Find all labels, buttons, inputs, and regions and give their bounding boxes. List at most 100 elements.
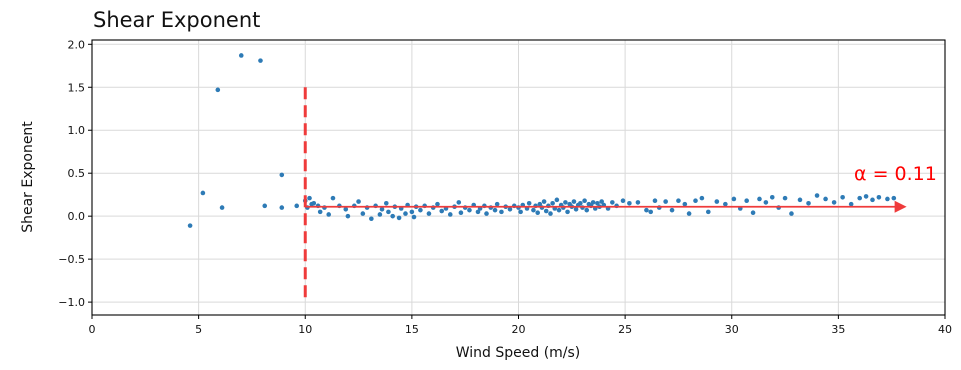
data-point xyxy=(763,200,769,205)
data-point xyxy=(863,194,869,199)
x-axis: 0 5 10 15 20 25 30 35 40 xyxy=(89,315,952,336)
data-point xyxy=(627,200,632,206)
data-point xyxy=(518,209,523,215)
data-point xyxy=(262,203,268,209)
data-point xyxy=(731,196,737,202)
data-point xyxy=(806,200,811,206)
data-point xyxy=(789,211,794,216)
data-point xyxy=(652,198,658,204)
data-point xyxy=(215,87,221,93)
data-point xyxy=(714,199,720,204)
x-tick-label: 5 xyxy=(195,323,202,336)
data-point xyxy=(663,199,668,204)
data-point xyxy=(317,209,323,215)
data-point xyxy=(565,209,570,215)
y-tick-label: −0.5 xyxy=(58,253,85,266)
data-point xyxy=(891,195,897,201)
data-point xyxy=(390,213,395,219)
data-point xyxy=(494,201,500,207)
data-point xyxy=(550,200,555,206)
x-tick-label: 20 xyxy=(512,323,526,336)
data-point xyxy=(876,194,882,200)
data-point xyxy=(330,195,336,201)
y-axis-label: Shear Exponent xyxy=(20,121,36,233)
data-point xyxy=(556,207,562,213)
data-point xyxy=(467,207,472,213)
alpha-annotation: α = 0.11 xyxy=(854,163,937,185)
data-point xyxy=(620,198,626,204)
data-point xyxy=(238,53,244,58)
data-points xyxy=(187,53,897,228)
data-point xyxy=(757,196,762,202)
data-point xyxy=(840,194,845,200)
data-point xyxy=(769,194,775,200)
data-point xyxy=(484,211,489,216)
data-point xyxy=(386,209,391,215)
x-tick-label: 30 xyxy=(725,323,739,336)
data-point xyxy=(744,198,749,204)
x-tick-label: 0 xyxy=(89,323,96,336)
data-point xyxy=(669,207,675,213)
data-point xyxy=(507,206,513,212)
x-tick-label: 25 xyxy=(618,323,632,336)
data-point xyxy=(396,215,402,221)
data-point xyxy=(563,200,568,205)
chart-title: Shear Exponent xyxy=(93,8,260,32)
data-point xyxy=(814,193,820,198)
data-point xyxy=(554,197,560,203)
y-tick-label: 1.5 xyxy=(68,81,86,94)
data-point xyxy=(797,197,803,203)
data-point xyxy=(537,201,543,207)
data-point xyxy=(258,58,263,63)
y-axis: 2.0 1.5 1.0 0.5 0.0 −0.5 −1.0 xyxy=(58,38,92,309)
data-point xyxy=(573,206,579,212)
data-point xyxy=(369,216,374,222)
x-tick-label: 35 xyxy=(831,323,845,336)
data-point xyxy=(723,201,728,207)
data-point xyxy=(187,223,193,228)
x-tick-label: 15 xyxy=(405,323,419,336)
data-point xyxy=(345,213,351,219)
data-point xyxy=(584,207,590,213)
data-point xyxy=(686,211,692,216)
y-tick-label: 0.5 xyxy=(68,167,86,180)
grid xyxy=(91,40,946,315)
data-point xyxy=(705,209,711,215)
fit-arrow-head xyxy=(894,200,907,213)
data-point xyxy=(582,198,587,204)
data-point xyxy=(870,197,875,203)
data-point xyxy=(635,200,641,205)
data-point xyxy=(578,200,583,206)
data-point xyxy=(356,199,361,204)
data-point xyxy=(311,200,317,206)
data-point xyxy=(750,210,756,216)
data-point xyxy=(343,206,349,212)
data-point xyxy=(403,211,408,216)
y-tick-label: 2.0 xyxy=(68,38,86,51)
data-point xyxy=(458,210,464,216)
data-point xyxy=(307,195,312,201)
data-point xyxy=(200,190,206,196)
y-tick-label: 0.0 xyxy=(68,210,86,223)
data-point xyxy=(360,211,366,216)
data-point xyxy=(377,212,383,217)
data-point xyxy=(409,209,415,215)
data-point xyxy=(885,196,890,202)
data-point xyxy=(857,195,862,201)
data-point xyxy=(447,212,453,217)
data-point xyxy=(571,199,577,204)
data-point xyxy=(823,196,828,202)
data-point xyxy=(294,203,300,209)
data-point xyxy=(475,209,481,215)
data-point xyxy=(548,211,553,216)
data-point xyxy=(418,207,423,213)
x-tick-label: 10 xyxy=(298,323,312,336)
data-point xyxy=(379,206,385,212)
data-point xyxy=(848,201,854,207)
data-point xyxy=(699,195,705,201)
data-point xyxy=(610,200,615,205)
data-point xyxy=(831,200,837,205)
x-axis-label: Wind Speed (m/s) xyxy=(456,345,581,361)
data-point xyxy=(411,214,417,220)
y-tick-label: −1.0 xyxy=(58,296,85,309)
